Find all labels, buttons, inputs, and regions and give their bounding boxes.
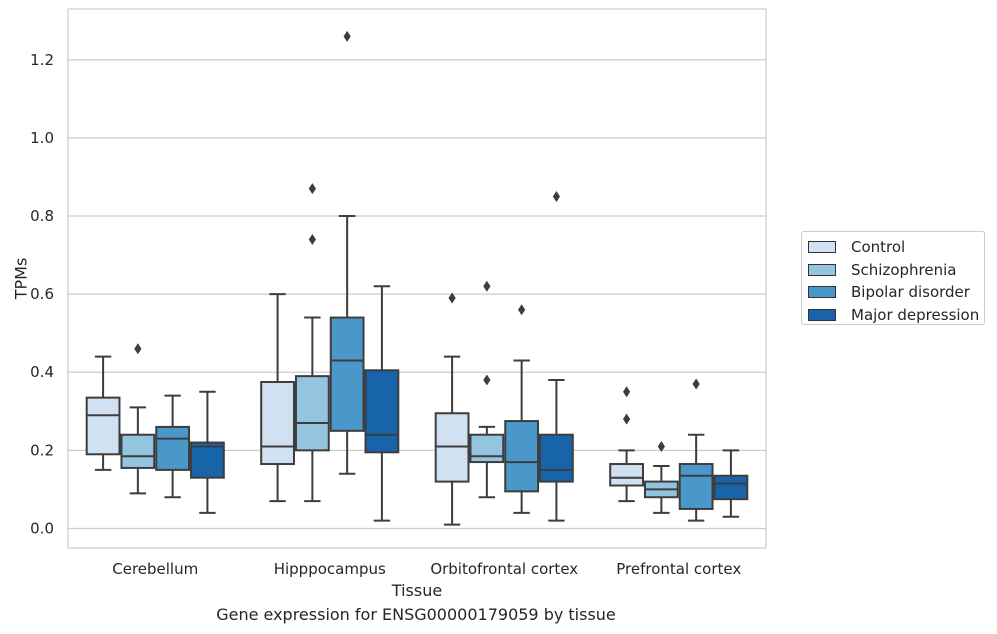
y-tick-label: 0.8 (30, 207, 54, 225)
x-axis-ticks: Cerebellum Hipppocampus Orbitofrontal cort… (112, 560, 741, 578)
legend-label: Control (851, 238, 906, 257)
iqr-box (120, 433, 156, 469)
outlier-point (308, 183, 316, 195)
x-tick-label: Orbitofrontal cortex (430, 560, 578, 578)
legend-item: Bipolar disorder (808, 281, 984, 304)
box-schizophrenia (643, 440, 679, 514)
plot-frame (67, 8, 767, 549)
outlier-point (483, 280, 491, 292)
box-control (85, 355, 121, 471)
iqr-box (469, 433, 505, 464)
box-bipolar-disorder (329, 30, 365, 475)
iqr-box (155, 425, 191, 471)
legend: Control Schizophrenia Bipolar disorder Majo… (801, 231, 985, 325)
legend-swatch (808, 286, 836, 299)
iqr-box (190, 441, 225, 479)
box-control (609, 386, 644, 503)
box-bipolar-disorder (155, 394, 191, 499)
iqr-box (364, 369, 400, 454)
box-major-depression (713, 449, 749, 518)
box-control (434, 292, 470, 526)
box-major-depression (539, 190, 574, 522)
box-schizophrenia (120, 343, 156, 495)
box-plot-marks (85, 30, 749, 526)
x-tick-label: Hipppocampus (274, 560, 386, 578)
outlier-point (692, 378, 700, 390)
outlier-point (448, 292, 456, 304)
y-tick-label: 0.4 (30, 363, 54, 381)
box-major-depression (190, 390, 225, 514)
y-tick-label: 0.2 (30, 441, 54, 459)
outlier-point (552, 190, 561, 202)
y-tick-label: 1.2 (30, 51, 54, 69)
x-axis-label: Tissue (391, 581, 442, 600)
x-tick-label: Prefrontal cortex (616, 560, 741, 578)
iqr-box (678, 463, 714, 510)
legend-item: Major depression (808, 304, 984, 327)
iqr-box (294, 375, 330, 452)
iqr-box (504, 420, 540, 493)
iqr-box (713, 474, 749, 501)
box-bipolar-disorder (678, 378, 714, 522)
legend-label: Major depression (851, 305, 980, 324)
outlier-point (622, 413, 631, 425)
iqr-box (329, 316, 365, 432)
y-tick-label: 1.0 (30, 129, 54, 147)
legend-swatch (808, 263, 836, 276)
legend-label: Bipolar disorder (851, 283, 970, 302)
box-schizophrenia (469, 280, 505, 499)
box-control (260, 293, 295, 503)
y-tick-label: 0.6 (30, 285, 54, 303)
y-tick-label: 0.0 (30, 519, 54, 537)
box-bipolar-disorder (504, 304, 540, 514)
iqr-box (260, 381, 295, 466)
y-axis-ticks: 0.0 0.2 0.4 0.6 0.8 1.0 1.2 (30, 51, 54, 538)
iqr-box (539, 433, 574, 483)
legend-item: Control (808, 236, 984, 259)
outlier-point (483, 374, 491, 386)
outlier-point (622, 386, 631, 398)
outlier-point (308, 233, 316, 245)
y-axis-label: TPMs (12, 258, 31, 301)
x-tick-label: Cerebellum (112, 560, 198, 578)
legend-swatch (808, 308, 836, 321)
chart-caption: Gene expression for ENSG00000179059 by t… (216, 605, 616, 624)
iqr-box (85, 396, 121, 456)
box-schizophrenia (294, 183, 330, 503)
outlier-point (343, 30, 351, 42)
legend-label: Schizophrenia (851, 260, 957, 279)
outlier-point (134, 343, 142, 355)
iqr-box (609, 463, 644, 487)
legend-item: Schizophrenia (808, 259, 984, 282)
legend-swatch (808, 241, 836, 254)
outlier-point (657, 440, 665, 452)
box-major-depression (364, 285, 400, 522)
outlier-point (518, 304, 526, 316)
